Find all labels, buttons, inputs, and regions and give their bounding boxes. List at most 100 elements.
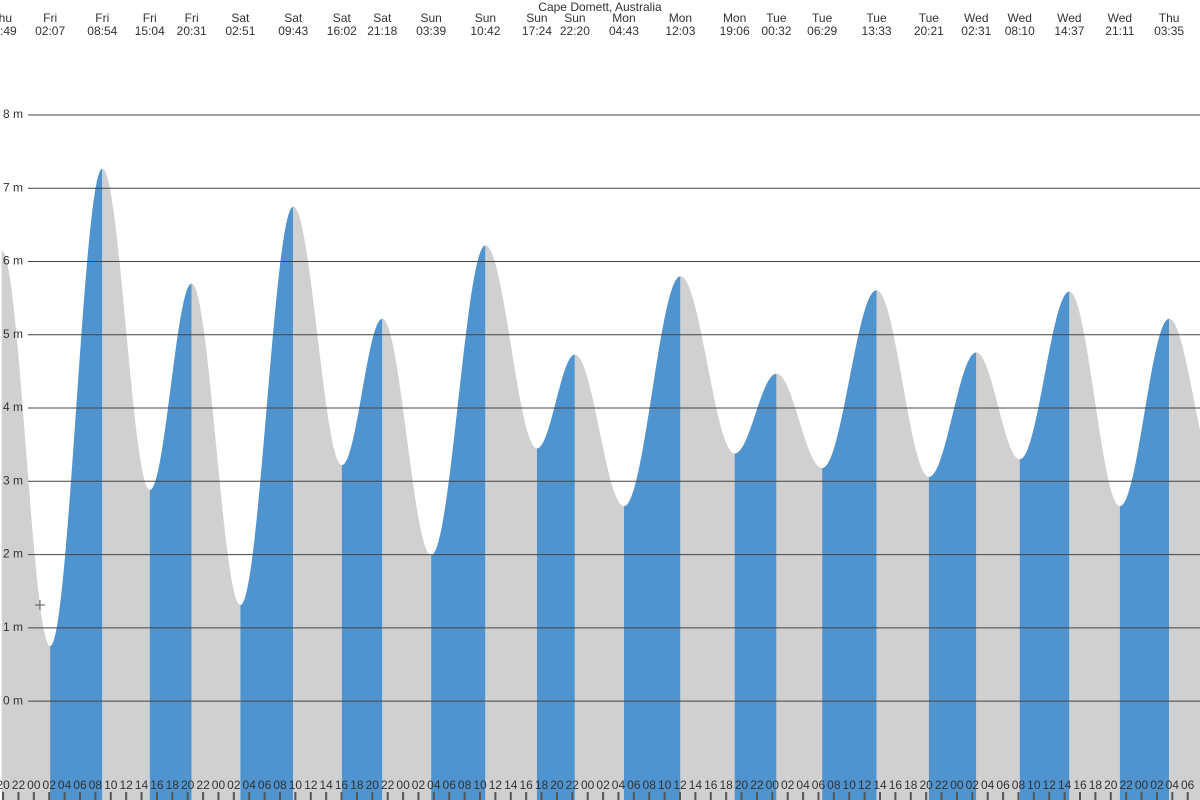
x-tick-label: 16 xyxy=(519,778,533,792)
x-tick-label: 08 xyxy=(827,778,841,792)
extreme-day: Sat xyxy=(231,11,250,25)
x-tick-label: 00 xyxy=(766,778,780,792)
extreme-time: 02:07 xyxy=(35,24,65,38)
x-tick-label: 22 xyxy=(381,778,395,792)
y-tick-label: 6 m xyxy=(3,254,23,268)
rising-tide xyxy=(734,373,777,800)
extreme-time: 08:10 xyxy=(1005,24,1035,38)
x-tick-label: 10 xyxy=(1027,778,1041,792)
x-tick-label: 14 xyxy=(135,778,149,792)
x-tick-label: 14 xyxy=(1058,778,1072,792)
extreme-time: 02:31 xyxy=(961,24,991,38)
falling-tide xyxy=(1069,291,1120,800)
x-tick-label: 18 xyxy=(350,778,364,792)
x-tick-label: 00 xyxy=(581,778,595,792)
x-tick-label: 00 xyxy=(950,778,964,792)
extreme-time: 03:35 xyxy=(1154,24,1184,38)
extreme-time: 19:49 xyxy=(0,24,17,38)
extreme-time: 16:02 xyxy=(327,24,357,38)
y-tick-label: 1 m xyxy=(3,620,23,634)
x-tick-label: 02 xyxy=(227,778,241,792)
x-tick-label: 10 xyxy=(104,778,118,792)
extreme-time: 19:06 xyxy=(720,24,750,38)
x-tick-label: 22 xyxy=(196,778,210,792)
extreme-time: 03:39 xyxy=(416,24,446,38)
extreme-time: 22:20 xyxy=(560,24,590,38)
x-tick-label: 22 xyxy=(935,778,949,792)
x-tick-label: 20 xyxy=(735,778,749,792)
rising-tide xyxy=(623,276,681,800)
x-tick-label: 18 xyxy=(166,778,180,792)
falling-tide xyxy=(574,354,624,800)
rising-tide xyxy=(149,283,192,800)
x-tick-label: 02 xyxy=(596,778,610,792)
x-tick-label: 16 xyxy=(889,778,903,792)
x-tick-label: 02 xyxy=(966,778,980,792)
extreme-day: Sun xyxy=(420,11,441,25)
x-tick-label: 00 xyxy=(212,778,226,792)
rising-tide xyxy=(1119,318,1170,800)
extreme-time: 21:11 xyxy=(1105,24,1134,38)
x-tick-label: 20 xyxy=(1104,778,1118,792)
x-tick-label: 06 xyxy=(627,778,641,792)
x-tick-label: 22 xyxy=(12,778,26,792)
extreme-day: Tue xyxy=(866,11,887,25)
x-tick-label: 02 xyxy=(781,778,795,792)
y-tick-label: 3 m xyxy=(3,473,23,487)
x-tick-label: 10 xyxy=(843,778,857,792)
x-tick-label: 10 xyxy=(289,778,303,792)
rising-tide xyxy=(928,352,977,800)
falling-tide xyxy=(102,168,150,800)
extreme-day: Tue xyxy=(919,11,940,25)
x-tick-label: 06 xyxy=(812,778,826,792)
extreme-day: Thu xyxy=(1159,11,1180,25)
extreme-day: Mon xyxy=(612,11,635,25)
x-tick-label: 06 xyxy=(443,778,457,792)
rising-tide xyxy=(1019,291,1070,800)
x-tick-label: 16 xyxy=(150,778,164,792)
x-tick-label: 12 xyxy=(119,778,133,792)
extreme-day: Wed xyxy=(1008,11,1032,25)
y-tick-label: 2 m xyxy=(3,547,23,561)
x-tick-label: 16 xyxy=(335,778,349,792)
x-tick-label: 08 xyxy=(1012,778,1026,792)
y-tick-label: 8 m xyxy=(3,107,23,121)
falling-tide xyxy=(191,283,241,800)
x-tick-label: 02 xyxy=(1150,778,1164,792)
extreme-day: Tue xyxy=(812,11,833,25)
rising-tide xyxy=(536,354,575,800)
x-tick-label: 06 xyxy=(73,778,87,792)
x-tick-label: 12 xyxy=(489,778,503,792)
x-tick-label: 04 xyxy=(427,778,441,792)
rising-tide xyxy=(431,245,486,800)
falling-tide xyxy=(1169,318,1200,800)
extreme-day: Tue xyxy=(766,11,787,25)
x-tick-label: 04 xyxy=(58,778,72,792)
x-tick-label: 00 xyxy=(27,778,41,792)
x-tick-label: 12 xyxy=(858,778,872,792)
x-tick-label: 04 xyxy=(1166,778,1180,792)
x-tick-label: 20 xyxy=(0,778,10,792)
x-tick-label: 00 xyxy=(1135,778,1149,792)
extreme-day: Mon xyxy=(669,11,692,25)
x-tick-label: 14 xyxy=(504,778,518,792)
labels: Thu19:49Fri02:07Fri08:54Fri15:04Fri20:31… xyxy=(0,11,1195,800)
x-tick-label: 18 xyxy=(1089,778,1103,792)
extreme-time: 21:18 xyxy=(367,24,397,38)
x-tick-label: 20 xyxy=(919,778,933,792)
extreme-day: Fri xyxy=(43,11,57,25)
extreme-day: Sun xyxy=(564,11,585,25)
x-tick-label: 18 xyxy=(535,778,549,792)
extreme-time: 04:43 xyxy=(609,24,639,38)
x-tick-label: 08 xyxy=(273,778,287,792)
y-tick-label: 5 m xyxy=(3,327,23,341)
x-tick-label: 02 xyxy=(43,778,57,792)
extreme-day: Wed xyxy=(1057,11,1081,25)
extreme-day: Sat xyxy=(333,11,352,25)
extreme-day: Sun xyxy=(526,11,547,25)
extreme-time: 14:37 xyxy=(1054,24,1084,38)
extreme-day: Fri xyxy=(95,11,109,25)
extreme-time: 10:42 xyxy=(470,24,500,38)
y-tick-label: 4 m xyxy=(3,400,23,414)
extreme-time: 06:29 xyxy=(807,24,837,38)
